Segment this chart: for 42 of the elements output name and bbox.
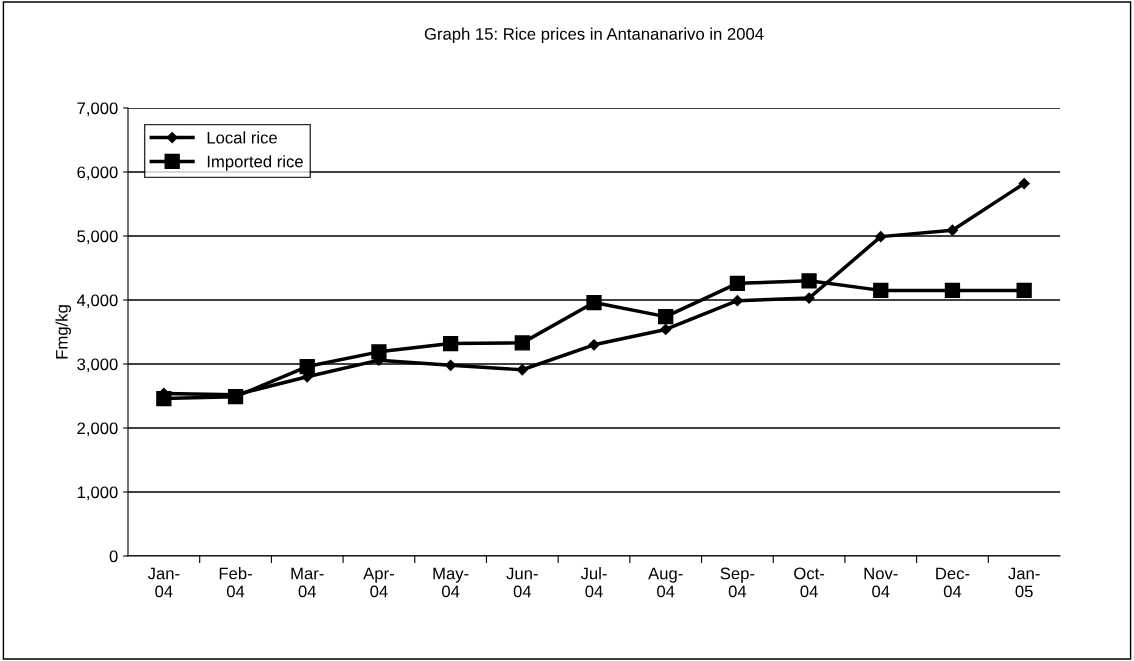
point bbox=[729, 275, 746, 291]
point bbox=[731, 295, 743, 307]
x-tick-label: Jun- 04 bbox=[506, 567, 538, 598]
chart-title: Graph 15: Rice prices in Antananarivo in 2004 bbox=[424, 27, 764, 44]
x-tick-label: May- 04 bbox=[433, 567, 469, 598]
y-tick-label: 2,000 bbox=[77, 422, 118, 437]
legend-label: Local rice bbox=[207, 131, 277, 144]
point bbox=[1018, 177, 1030, 190]
point bbox=[586, 294, 602, 311]
x-tick-label: Jan- 05 bbox=[1008, 567, 1040, 598]
x-tick-label: Dec- 04 bbox=[936, 567, 970, 598]
point bbox=[1016, 282, 1032, 299]
x-tick-label: Nov- 04 bbox=[864, 567, 898, 598]
y-tick-label: 3,000 bbox=[77, 358, 118, 373]
y-axis-title: Fmg/kg bbox=[55, 305, 72, 359]
x-tick-label: Mar- 04 bbox=[291, 567, 324, 598]
y-tick-label: 5,000 bbox=[77, 230, 118, 245]
x-tick-label: Oct- 04 bbox=[794, 567, 825, 598]
point bbox=[299, 358, 315, 375]
y-tick-label: 6,000 bbox=[77, 166, 118, 181]
point bbox=[514, 335, 530, 351]
point bbox=[516, 364, 528, 376]
point bbox=[588, 339, 600, 351]
point bbox=[873, 282, 889, 299]
x-tick-label: Sep- 04 bbox=[720, 567, 755, 598]
y-tick-label: 7,000 bbox=[77, 102, 118, 117]
x-tick-label: Jul- 04 bbox=[580, 567, 607, 598]
x-tick-label: Aug- 04 bbox=[648, 567, 683, 598]
x-tick-label: Apr- 04 bbox=[363, 567, 394, 598]
point bbox=[875, 231, 887, 243]
x-tick-label: Feb- 04 bbox=[219, 567, 252, 598]
y-tick-label: 0 bbox=[109, 550, 118, 563]
point bbox=[801, 273, 817, 289]
point bbox=[803, 292, 815, 304]
point bbox=[660, 323, 672, 336]
y-tick-label: 1,000 bbox=[77, 486, 118, 501]
y-tick-label: 4,000 bbox=[76, 294, 118, 309]
point bbox=[944, 282, 961, 299]
point bbox=[658, 309, 674, 325]
x-tick-label: Jan- 04 bbox=[147, 567, 180, 598]
legend-label: Imported rice bbox=[207, 155, 303, 171]
point bbox=[442, 335, 459, 352]
